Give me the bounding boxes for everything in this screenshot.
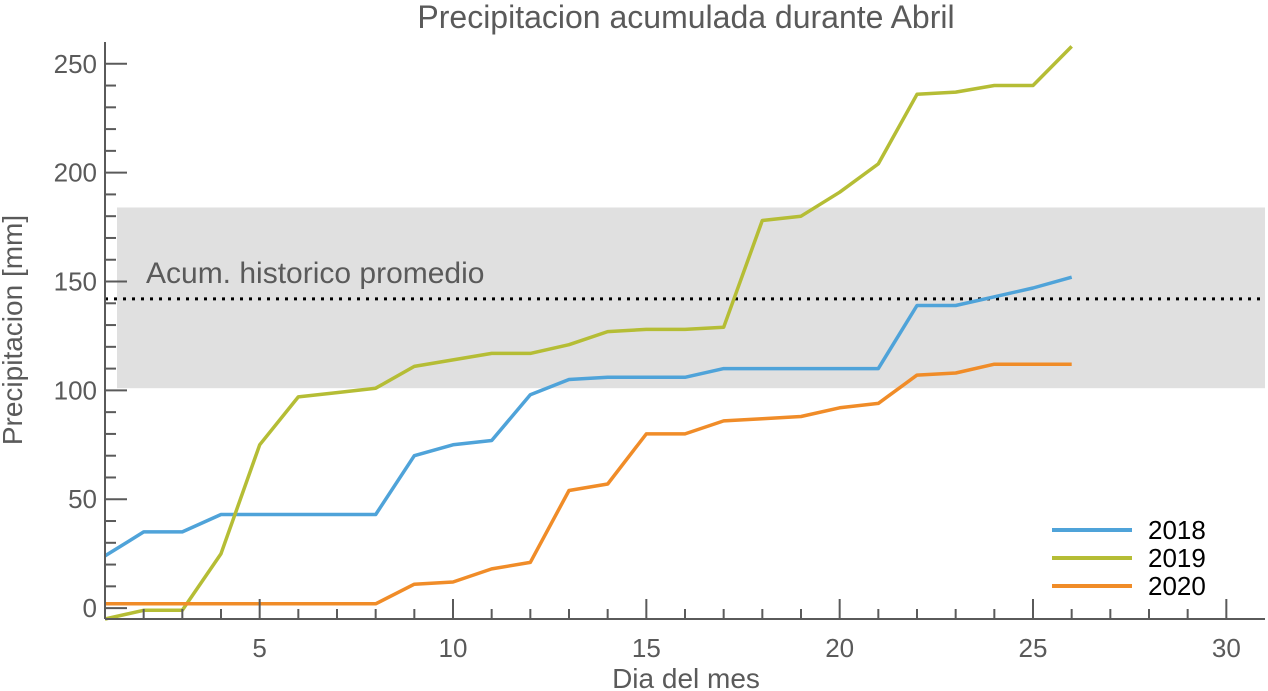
y-ticks: 0 50 100 150 200 250 <box>54 49 127 623</box>
series-line-2019 <box>104 45 1073 621</box>
x-axis-label: Dia del mes <box>612 663 760 691</box>
series-line-2020 <box>105 362 1072 606</box>
legend-label-2018: 2018 <box>1148 515 1206 545</box>
x-tick-label: 30 <box>1212 633 1241 663</box>
chart-title: Precipitacion acumulada durante Abril <box>417 0 954 35</box>
y-tick-label: 0 <box>83 593 97 623</box>
y-tick-label: 100 <box>54 375 97 405</box>
x-tick-label: 5 <box>252 633 266 663</box>
x-tick-label: 10 <box>439 633 468 663</box>
legend-label-2019: 2019 <box>1148 543 1206 573</box>
x-ticks: 5 10 15 20 25 30 <box>104 599 1241 663</box>
y-axis-label: Precipitacion [mm] <box>0 215 28 445</box>
y-tick-label: 50 <box>68 484 97 514</box>
series-group <box>104 45 1073 621</box>
x-tick-label: 25 <box>1019 633 1048 663</box>
x-tick-label: 20 <box>825 633 854 663</box>
y-tick-label: 200 <box>54 158 97 188</box>
y-tick-label: 150 <box>54 267 97 297</box>
historical-average-label: Acum. historico promedio <box>146 257 484 290</box>
legend-label-2020: 2020 <box>1148 571 1206 601</box>
x-tick-label: 15 <box>632 633 661 663</box>
y-tick-label: 250 <box>54 49 97 79</box>
series-line-2018 <box>104 275 1073 558</box>
